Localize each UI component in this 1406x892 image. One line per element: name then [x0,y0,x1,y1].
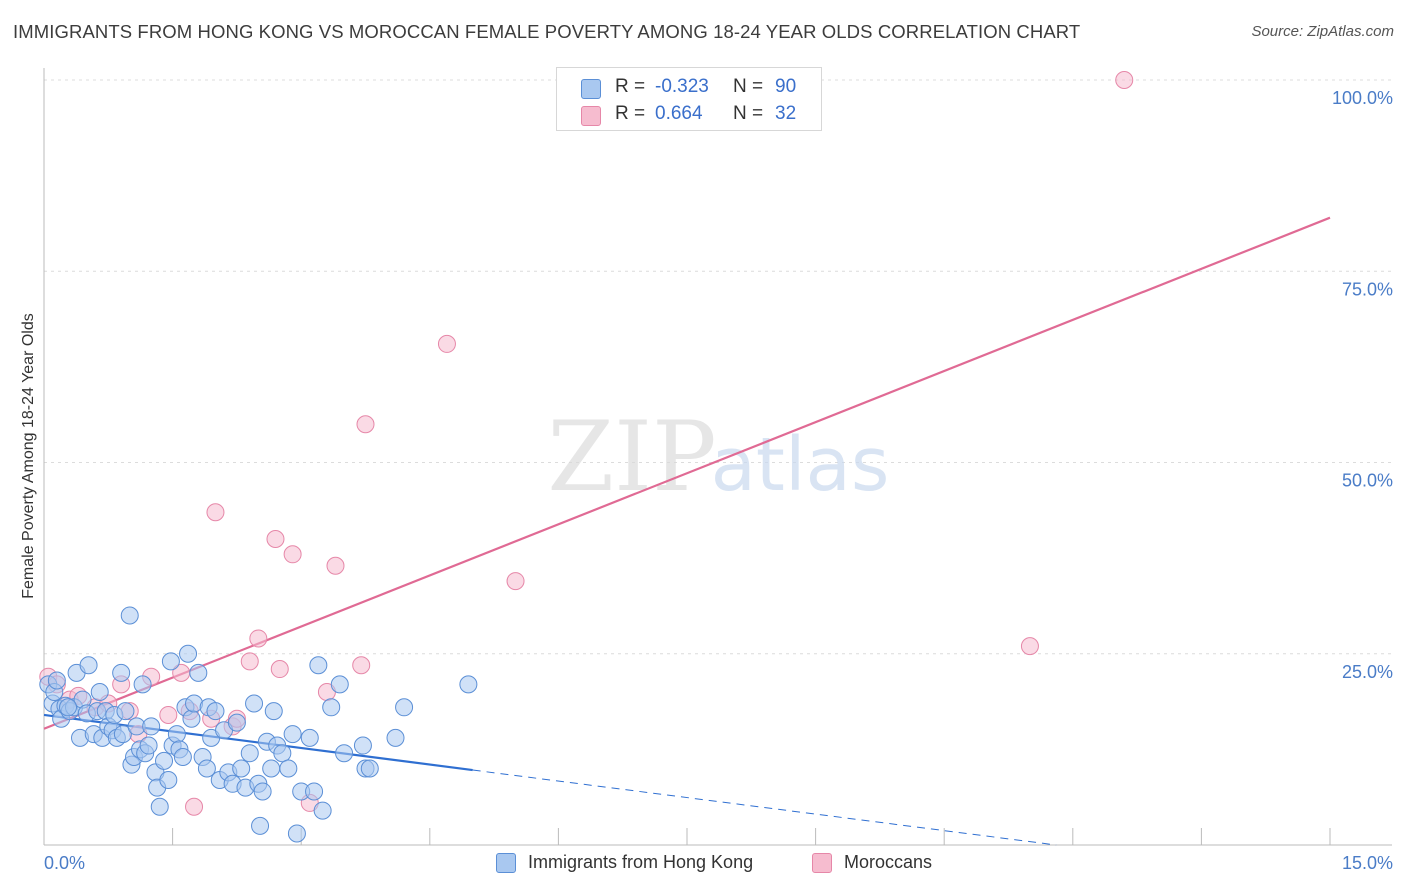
moroccans-point [506,572,525,591]
hong-kong-point [253,782,272,801]
hong-kong-point [79,656,98,675]
hong-kong-point [353,736,372,755]
y-tick-label: 75.0% [1342,279,1393,299]
hong-kong-point [90,683,109,701]
hong-kong-point [240,744,259,763]
hong-kong-point [133,675,152,694]
hong-kong-point [182,709,201,728]
hong-kong-point [173,748,192,767]
hong-kong-point [360,759,379,778]
hong-kong-point [386,728,405,747]
hong-kong-point [167,725,186,744]
hong-kong-points [39,606,478,843]
hong-kong-point [264,702,283,721]
y-tick-label: 25.0% [1342,662,1393,682]
trend-lines [43,216,1331,846]
hong-kong-point [335,744,354,763]
legend-n-value: 90 [775,76,797,97]
moroccans-point [437,334,456,353]
hong-kong-point [313,801,332,820]
hong-kong-point [305,782,324,801]
moroccans-point [283,545,302,564]
moroccans-point [206,503,225,522]
hong-kong-point [179,644,198,663]
moroccans-point [240,652,259,671]
moroccans-point [356,415,375,434]
legend-swatch-pink [581,106,601,126]
hong-kong-point [283,725,302,744]
moroccans-point [249,629,268,648]
legend-r-label: R = [615,76,646,97]
hong-kong-point [287,824,306,843]
hong-kong-point [113,725,132,744]
legend-swatch-blue [581,79,601,99]
hong-kong-point [150,797,169,816]
hong-kong-point [189,663,208,682]
y-tick-label: 100.0% [1332,88,1393,108]
hong-kong-point [262,759,281,778]
correlation-legend: R = -0.323 N = 90 R = 0.664 N = 32 [556,67,822,131]
source-label: Source: ZipAtlas.com [1251,23,1394,40]
hong-kong-point [139,736,158,755]
hong-kong-point [59,698,78,717]
grid-lines [44,79,1392,655]
moroccans-point [266,530,285,548]
hong-kong-trend-line-extension [472,769,1057,846]
watermark: ZIP atlas [547,401,889,513]
legend-r-label: R = [615,103,646,124]
hong-kong-point [273,744,292,763]
moroccans-point [1020,637,1039,656]
x-tick-label: 15.0% [1342,853,1393,873]
hong-kong-point [161,652,180,671]
legend-r-value: 0.664 [655,103,703,124]
moroccans-point [159,705,178,724]
y-tick-label: 50.0% [1342,471,1393,491]
moroccans-point [326,556,345,575]
hong-kong-point [300,728,319,747]
hong-kong-point [120,606,139,625]
hong-kong-point [245,694,264,713]
hong-kong-point [47,671,66,690]
moroccans-point [270,660,289,679]
hong-kong-point [232,759,251,778]
hong-kong-point [116,702,135,721]
chart-title: IMMIGRANTS FROM HONG KONG VS MOROCCAN FE… [13,21,1081,42]
legend-swatch-blue [496,853,516,873]
hong-kong-point [227,713,246,732]
hong-kong-point [155,751,174,770]
legend-series-label: Moroccans [844,852,933,872]
hong-kong-point [142,717,161,736]
hong-kong-point [251,816,270,835]
tick-labels: 25.0% 50.0% 75.0% 100.0% 0.0% 15.0% [44,88,1393,873]
hong-kong-point [322,698,341,717]
hong-kong-point [112,663,131,682]
legend-swatch-pink [812,853,832,873]
hong-kong-point [459,675,478,694]
hong-kong-point [309,656,328,675]
watermark-atlas: atlas [711,422,890,508]
hong-kong-point [159,770,178,789]
moroccans-trend-line [43,216,1331,730]
x-tick-label: 0.0% [44,853,85,873]
hong-kong-point [197,759,216,778]
hong-kong-point [395,698,414,717]
hong-kong-point [330,675,349,694]
moroccans-point [1115,71,1134,89]
legend-r-value: -0.323 [655,76,709,97]
moroccans-point [185,797,204,816]
moroccans-point [352,656,371,675]
legend-n-value: 32 [775,103,797,124]
hong-kong-point [206,702,225,721]
legend-n-label: N = [733,76,764,97]
legend-series-label: Immigrants from Hong Kong [528,852,754,872]
hong-kong-point [279,759,298,778]
legend-n-label: N = [733,103,764,124]
